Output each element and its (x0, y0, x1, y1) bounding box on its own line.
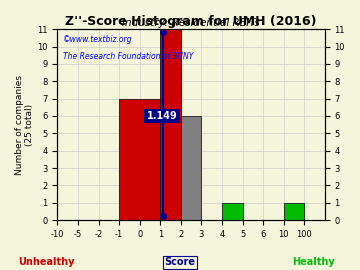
Bar (284, 203, 304, 220)
Bar (181, 116, 201, 220)
Text: ©www.textbiz.org: ©www.textbiz.org (63, 35, 132, 44)
Text: 1.149: 1.149 (147, 111, 177, 121)
Y-axis label: Number of companies
(25 total): Number of companies (25 total) (15, 75, 35, 175)
Text: The Research Foundation of SUNY: The Research Foundation of SUNY (63, 52, 193, 61)
Text: Score: Score (165, 257, 195, 267)
Text: Industry: Residential REITs: Industry: Residential REITs (122, 18, 260, 28)
Text: Unhealthy: Unhealthy (19, 257, 75, 267)
Bar (160, 29, 181, 220)
Bar (222, 203, 243, 220)
Title: Z''-Score Histogram for UMH (2016): Z''-Score Histogram for UMH (2016) (65, 15, 317, 28)
Text: Healthy: Healthy (292, 257, 334, 267)
Bar (119, 99, 160, 220)
